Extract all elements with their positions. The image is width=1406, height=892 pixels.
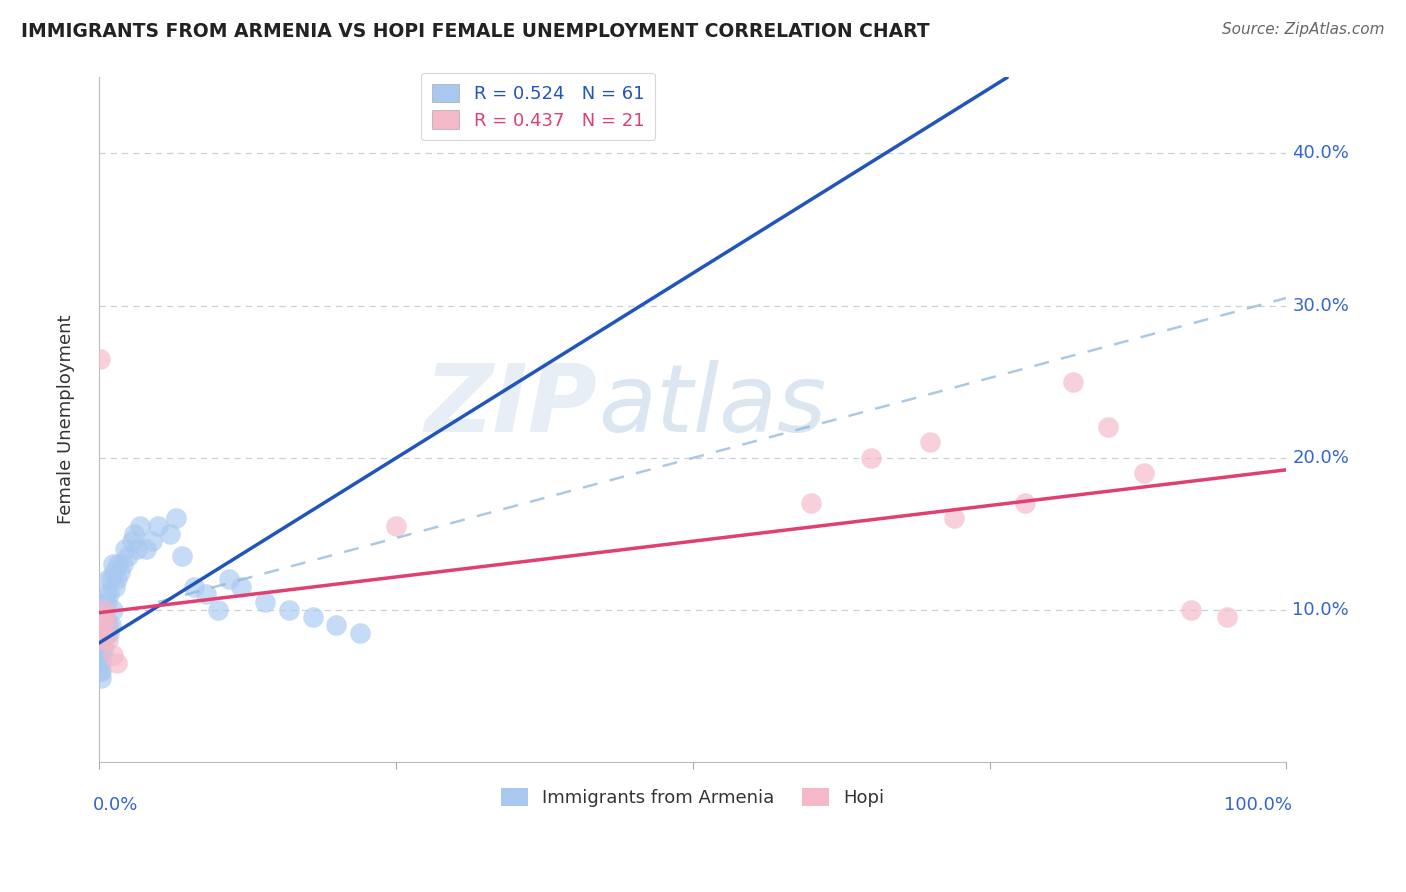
Point [254,595,277,609]
Point [165,511,187,525]
Point [129,519,152,533]
Point [93,603,115,617]
Point [93,640,115,655]
Point [125,541,148,556]
Point [800,496,823,510]
Point [1133,466,1156,480]
Point [90,648,112,663]
Text: 10.0%: 10.0% [1292,600,1350,619]
Point [97,633,120,648]
Point [859,450,882,465]
Text: 30.0%: 30.0% [1292,296,1350,315]
Point [124,526,146,541]
Point [231,580,253,594]
Point [1216,610,1239,624]
Point [101,603,124,617]
Point [101,557,124,571]
Point [89,351,111,366]
Point [942,511,965,525]
Point [94,587,117,601]
Point [90,656,112,670]
Point [141,534,163,549]
Point [105,572,128,586]
Text: ZIP: ZIP [425,359,598,452]
Point [349,625,371,640]
Point [91,618,114,632]
Point [183,580,205,594]
Text: IMMIGRANTS FROM ARMENIA VS HOPI FEMALE UNEMPLOYMENT CORRELATION CHART: IMMIGRANTS FROM ARMENIA VS HOPI FEMALE U… [21,22,929,41]
Point [91,625,114,640]
Point [94,618,117,632]
Point [159,526,181,541]
Point [135,541,157,556]
Point [103,565,125,579]
Point [91,633,114,648]
Text: 0.0%: 0.0% [93,796,138,814]
Point [93,610,115,624]
Point [93,610,115,624]
Point [93,625,115,640]
Point [94,618,117,632]
Point [90,671,112,685]
Point [100,572,122,586]
Point [93,603,115,617]
Point [207,603,229,617]
Point [101,648,124,663]
Point [384,519,406,533]
Point [93,625,115,640]
Point [114,541,136,556]
Point [170,549,193,564]
Point [96,595,118,609]
Point [89,648,111,663]
Point [91,648,114,663]
Point [104,580,127,594]
Point [89,640,111,655]
Point [89,664,111,678]
Point [91,625,114,640]
Text: 40.0%: 40.0% [1292,145,1350,162]
Text: 20.0%: 20.0% [1292,449,1350,467]
Point [218,572,240,586]
Point [105,656,128,670]
Point [93,618,115,632]
Point [90,618,112,632]
Point [194,587,217,601]
Point [90,640,112,655]
Point [96,625,118,640]
Point [89,633,111,648]
Point [121,534,143,549]
Point [1014,496,1036,510]
Point [91,633,114,648]
Point [148,519,170,533]
Point [98,625,121,640]
Point [117,549,139,564]
Point [1097,420,1119,434]
Text: Source: ZipAtlas.com: Source: ZipAtlas.com [1222,22,1385,37]
Point [108,565,131,579]
Point [107,557,129,571]
Point [325,618,347,632]
Point [301,610,323,624]
Legend: Immigrants from Armenia, Hopi: Immigrants from Armenia, Hopi [494,780,891,814]
Point [97,618,120,632]
Point [920,435,942,450]
Point [93,610,115,624]
Point [90,664,112,678]
Point [97,572,120,586]
Text: 100.0%: 100.0% [1225,796,1292,814]
Text: atlas: atlas [598,360,825,451]
Point [111,557,134,571]
Point [1180,603,1202,617]
Y-axis label: Female Unemployment: Female Unemployment [58,315,75,524]
Point [100,618,122,632]
Point [89,656,111,670]
Point [98,587,121,601]
Point [1062,375,1084,389]
Point [277,603,299,617]
